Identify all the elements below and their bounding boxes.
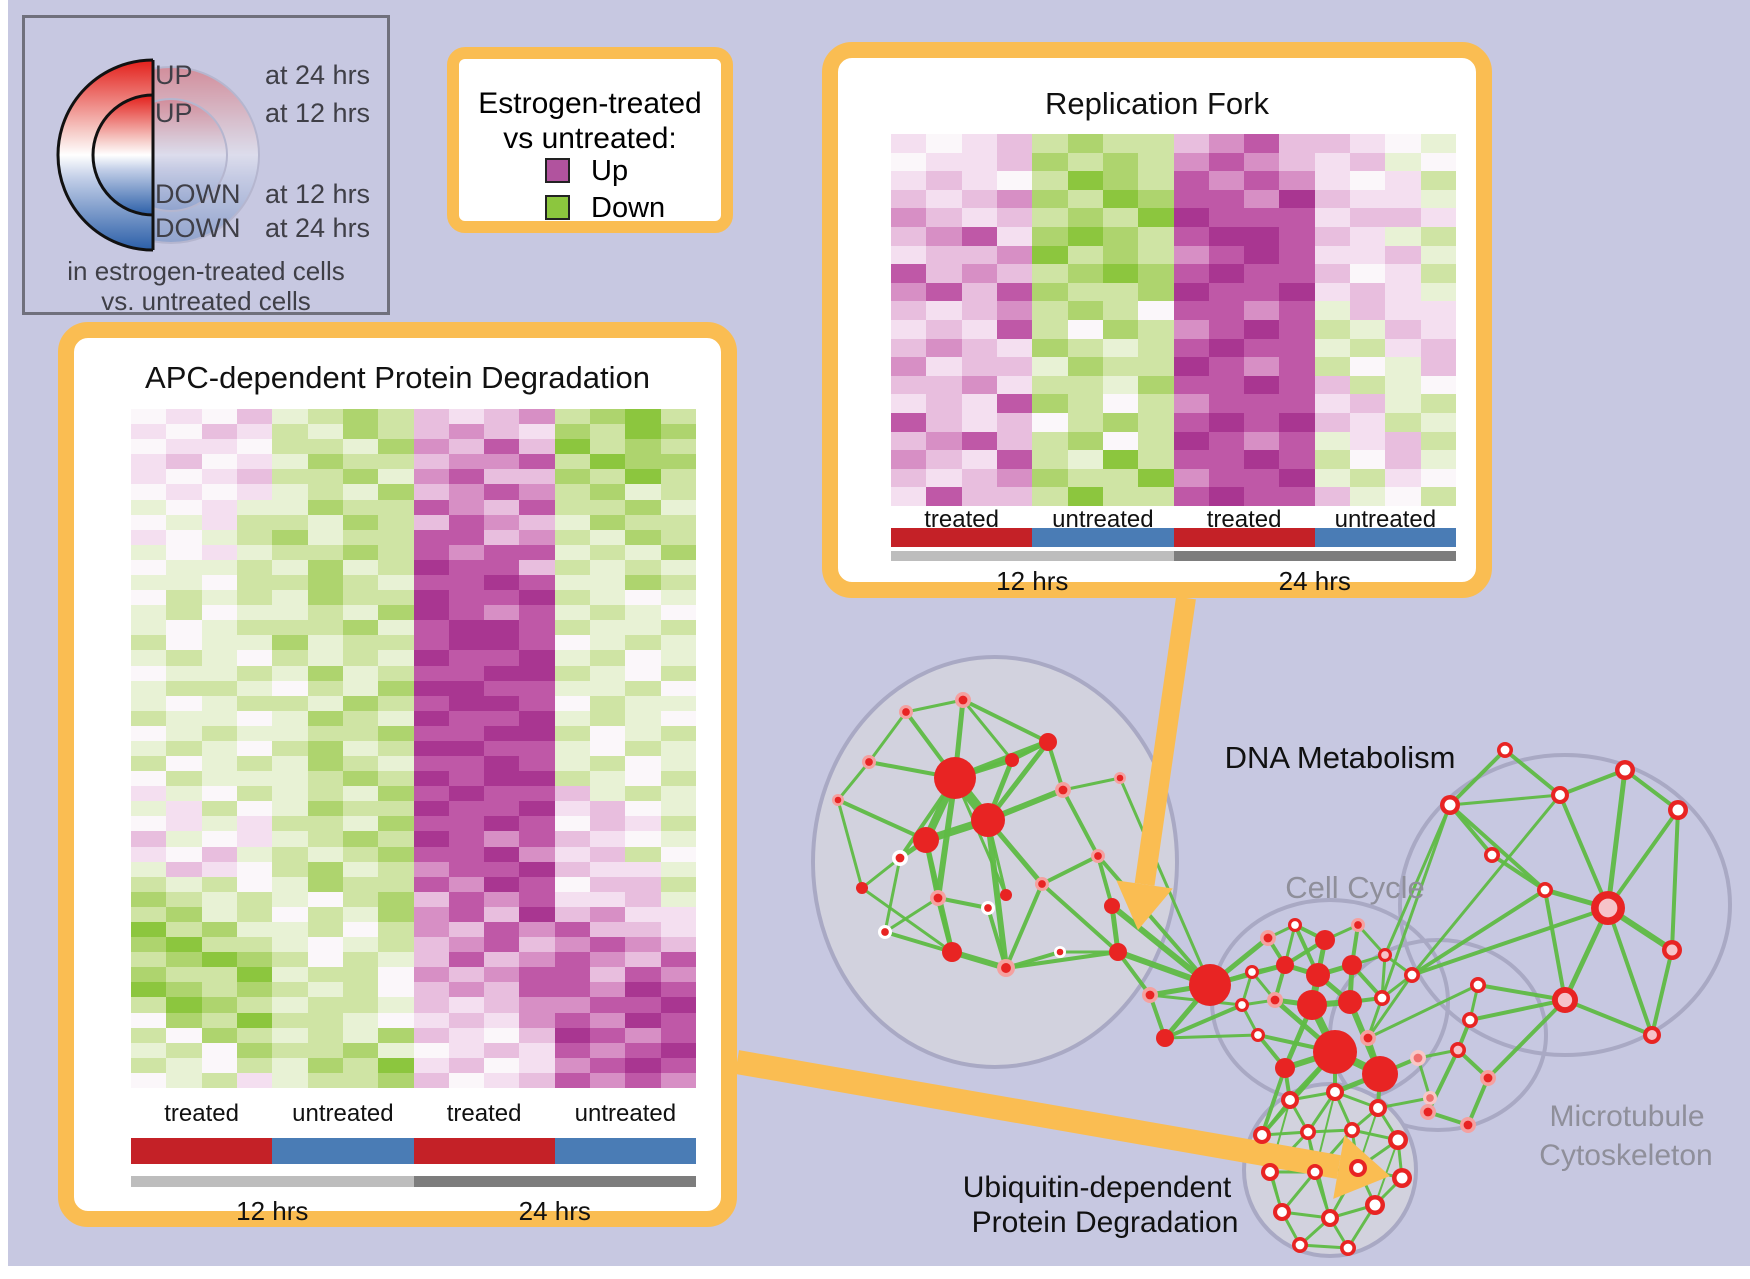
- apc-title: APC-dependent Protein Degradation: [145, 360, 650, 395]
- apc-group-untreated-12: untreated: [292, 1100, 394, 1127]
- up-label: Up: [591, 155, 629, 187]
- apc-bar-treated-24: [413, 1138, 555, 1164]
- down-color-swatch: [545, 195, 570, 220]
- rf-label-24hrs: 24 hrs: [1278, 566, 1351, 596]
- replication-fork-title: Replication Fork: [1045, 86, 1269, 121]
- apc-bar-12hrs: [131, 1176, 414, 1187]
- ring-legend-diagram: [56, 58, 260, 252]
- apc-time-bars: [131, 1176, 696, 1187]
- apc-group-treated-24: treated: [446, 1100, 522, 1127]
- rf-bar-untreated-12: [1032, 528, 1174, 547]
- apc-panel: APC-dependent Protein Degradation treate…: [58, 322, 737, 1227]
- apc-group-treated-12: treated: [164, 1100, 239, 1127]
- apc-label-12hrs: 12 hrs: [236, 1196, 309, 1226]
- microtubule-label-line1: Microtubule: [1549, 1100, 1705, 1133]
- ring-down-outer-time: at 24 hrs: [265, 213, 371, 243]
- apc-condition-bars: [131, 1138, 696, 1164]
- ring-down-inner-label: DOWN: [155, 179, 241, 209]
- ubiquitin-label-line2: Protein Degradation: [971, 1206, 1239, 1239]
- rf-heatmap: [891, 134, 1456, 506]
- apc-bar-treated-12: [131, 1138, 273, 1164]
- ubiquitin-label-line1: Ubiquitin-dependent: [962, 1171, 1232, 1204]
- cell-cycle-label: Cell Cycle: [1285, 870, 1425, 905]
- ring-down-inner-time: at 12 hrs: [265, 179, 371, 209]
- replication-fork-panel: Replication Fork treated untreated treat…: [822, 42, 1492, 598]
- rf-label-12hrs: 12 hrs: [996, 566, 1069, 596]
- rf-condition-bars: [891, 528, 1456, 547]
- apc-group-labels: treated untreated treated untreated: [131, 1100, 696, 1128]
- rf-bar-untreated-24: [1314, 528, 1456, 547]
- ring-legend: UP at 24 hrs UP at 12 hrs DOWN at 12 hrs…: [22, 15, 390, 316]
- apc-label-24hrs: 24 hrs: [518, 1196, 591, 1226]
- rf-bar-treated-12: [891, 528, 1033, 547]
- ring-up-outer-label: UP: [155, 60, 193, 90]
- ring-up-inner-time: at 12 hrs: [265, 98, 371, 128]
- microtubule-label-line2: Cytoskeleton: [1539, 1139, 1713, 1172]
- ring-caption-line1: in estrogen-treated cells: [67, 256, 345, 286]
- apc-bar-untreated-12: [272, 1138, 414, 1164]
- apc-bar-untreated-24: [554, 1138, 696, 1164]
- rf-bar-24hrs: [1173, 551, 1456, 561]
- color-legend-title-line1: Estrogen-treated: [478, 87, 702, 120]
- rf-bar-treated-24: [1173, 528, 1315, 547]
- color-legend-title-line2: vs untreated:: [503, 122, 677, 155]
- ring-up-inner-label: UP: [155, 98, 193, 128]
- down-label: Down: [591, 192, 666, 224]
- ring-down-outer-label: DOWN: [155, 213, 241, 243]
- updown-color-legend: Estrogen-treated vs untreated: Up Down: [447, 47, 733, 233]
- ring-vivid-left-half: [56, 58, 153, 252]
- apc-time-labels: 12 hrs 24 hrs: [131, 1196, 696, 1227]
- rf-time-bars: [891, 551, 1456, 561]
- rf-time-labels: 12 hrs 24 hrs: [891, 566, 1456, 597]
- apc-group-untreated-24: untreated: [574, 1100, 677, 1127]
- apc-bar-24hrs: [413, 1176, 696, 1187]
- rf-bar-12hrs: [891, 551, 1174, 561]
- dna-metabolism-label: DNA Metabolism: [1224, 740, 1456, 775]
- up-color-swatch: [545, 158, 570, 183]
- ring-caption-line2: vs. untreated cells: [101, 286, 311, 316]
- ring-up-outer-time: at 24 hrs: [265, 60, 371, 90]
- apc-heatmap: [131, 409, 696, 1088]
